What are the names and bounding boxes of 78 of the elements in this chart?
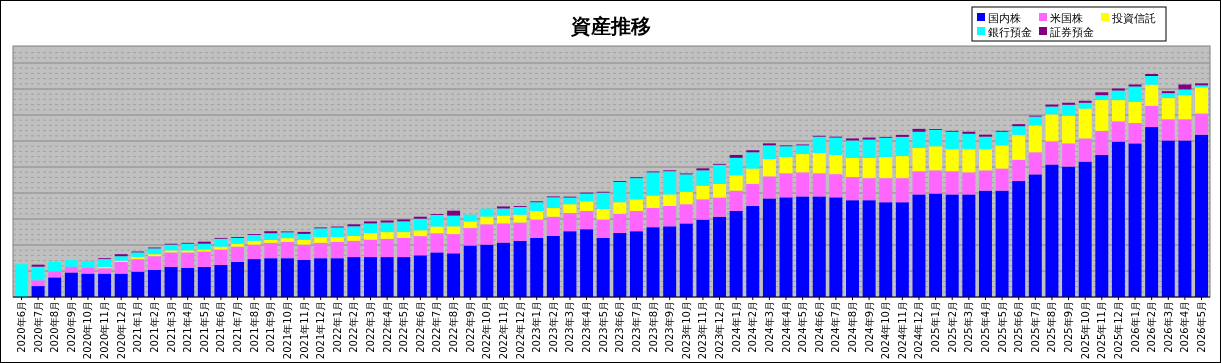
- x-tick-label: 2022年11月: [497, 301, 509, 360]
- x-tick-label: 2026年3月: [1162, 301, 1174, 353]
- legend-label: 銀行預金: [988, 25, 1032, 39]
- x-tick-label: 2023年5月: [597, 301, 609, 353]
- x-tick-label: 2023年6月: [614, 301, 626, 353]
- x-tick-label: 2025年7月: [1029, 301, 1041, 353]
- x-tick-label: 2023年9月: [664, 301, 676, 353]
- x-tick-label: 2026年4月: [1179, 301, 1191, 353]
- x-tick-label: 2025年5月: [996, 301, 1008, 353]
- x-tick-label: 2023年10月: [680, 301, 692, 360]
- x-tick-label: 2022年7月: [431, 301, 443, 353]
- x-tick-label: 2021年12月: [315, 301, 327, 360]
- x-tick-label: 2025年9月: [1063, 301, 1075, 353]
- x-tick-label: 2026年2月: [1146, 301, 1158, 353]
- x-tick-label: 2021年11月: [298, 301, 310, 360]
- x-tick-label: 2022年1月: [331, 301, 343, 353]
- x-tick-label: 2020年9月: [65, 301, 77, 353]
- x-tick-label: 2023年11月: [697, 301, 709, 360]
- x-tick-label: 2020年6月: [15, 301, 27, 353]
- x-tick-label: 2024年5月: [797, 301, 809, 353]
- x-tick-label: 2025年6月: [1013, 301, 1025, 353]
- x-tick-label: 2025年2月: [946, 301, 958, 353]
- x-tick-label: 2024年10月: [880, 301, 892, 360]
- x-tick-label: 2021年8月: [248, 301, 260, 353]
- x-tick-label: 2024年7月: [830, 301, 842, 353]
- x-tick-label: 2021年4月: [182, 301, 194, 353]
- x-tick-label: 2021年6月: [215, 301, 227, 353]
- x-tick-label: 2023年8月: [647, 301, 659, 353]
- x-tick-label: 2024年4月: [780, 301, 792, 353]
- x-tick-label: 2025年8月: [1046, 301, 1058, 353]
- x-tick-label: 2020年7月: [32, 301, 44, 353]
- x-tick-label: 2026年5月: [1196, 301, 1208, 353]
- x-tick-label: 2022年2月: [348, 301, 360, 353]
- legend-label: 米国株: [1050, 11, 1083, 25]
- x-tick-label: 2021年9月: [265, 301, 277, 353]
- x-tick-label: 2022年9月: [464, 301, 476, 353]
- x-tick-label: 2024年1月: [730, 301, 742, 353]
- x-tick-label: 2021年10月: [281, 301, 293, 360]
- x-tick-label: 2023年1月: [531, 301, 543, 353]
- chart-title: 資産推移: [569, 14, 651, 38]
- x-tick-label: 2025年3月: [963, 301, 975, 353]
- x-tick-label: 2020年8月: [49, 301, 61, 353]
- x-tick-label: 2026年1月: [1129, 301, 1141, 353]
- x-tick-label: 2020年12月: [115, 301, 127, 360]
- x-tick-label: 2024年8月: [847, 301, 858, 353]
- legend-label: 国内株: [988, 11, 1021, 25]
- x-tick-label: 2021年2月: [148, 301, 160, 353]
- x-tick-label: 2020年10月: [82, 301, 94, 360]
- legend-label: 証券預金: [1050, 25, 1094, 39]
- x-tick-label: 2022年8月: [448, 301, 460, 353]
- x-tick-label: 2023年4月: [581, 301, 593, 353]
- x-tick-label: 2023年3月: [564, 301, 576, 353]
- x-tick-label: 2025年1月: [930, 301, 942, 353]
- x-tick-label: 2022年12月: [514, 301, 526, 360]
- x-tick-label: 2022年6月: [414, 301, 426, 353]
- x-tick-label: 2024年6月: [813, 301, 825, 353]
- x-tick-label: 2024年2月: [747, 301, 759, 353]
- x-tick-label: 2023年2月: [547, 301, 559, 353]
- x-tick-label: 2020年11月: [99, 301, 111, 360]
- x-tick-label: 2023年12月: [714, 301, 726, 360]
- x-tick-label: 2022年10月: [481, 301, 493, 360]
- x-tick-label: 2024年9月: [863, 301, 875, 353]
- x-tick-label: 2022年3月: [365, 301, 376, 353]
- x-tick-label: 2021年3月: [165, 301, 177, 353]
- x-tick-label: 2025年10月: [1079, 301, 1091, 360]
- x-tick-label: 2021年5月: [198, 301, 210, 353]
- x-tick-label: 2022年5月: [398, 301, 410, 353]
- x-tick-label: 2024年12月: [913, 301, 925, 360]
- x-tick-label: 2022年4月: [381, 301, 393, 353]
- x-tick-label: 2024年3月: [763, 301, 775, 353]
- x-tick-label: 2021年7月: [232, 301, 244, 353]
- x-tick-label: 2025年12月: [1112, 301, 1124, 360]
- legend-label: 投資信託: [1111, 11, 1156, 25]
- x-tick-label: 2021年1月: [132, 301, 144, 353]
- x-tick-label: 2025年4月: [979, 301, 991, 353]
- x-tick-label: 2024年11月: [896, 301, 908, 360]
- x-tick-label: 2025年11月: [1096, 301, 1108, 360]
- x-tick-label: 2023年7月: [630, 301, 642, 353]
